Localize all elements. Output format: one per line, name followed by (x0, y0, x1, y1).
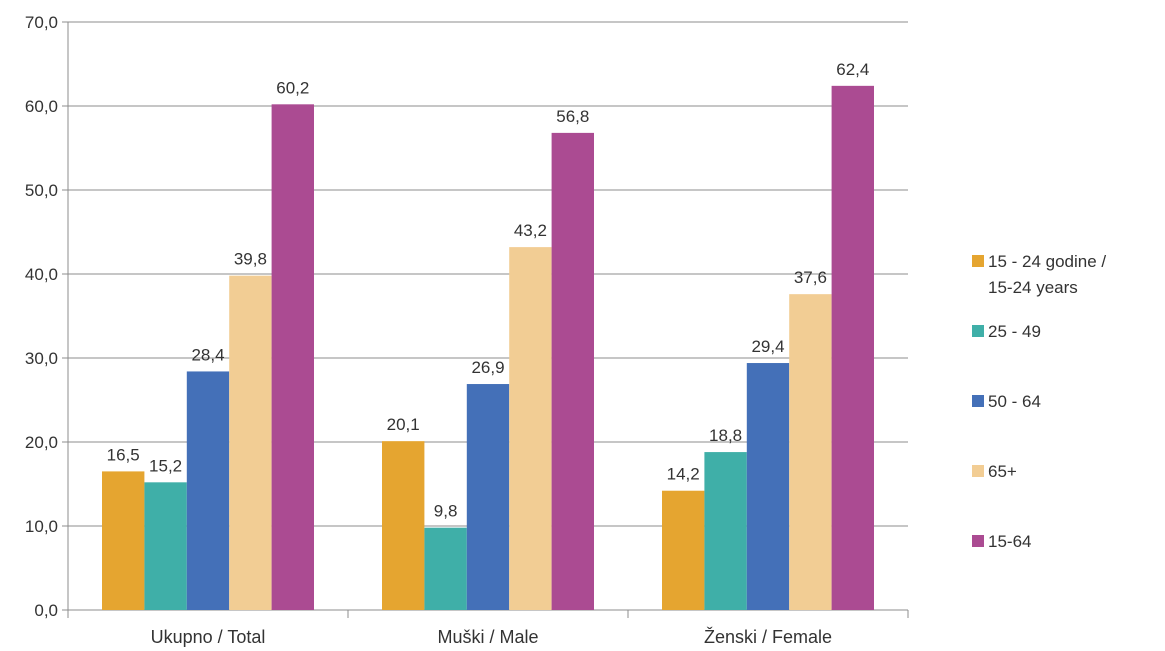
bar (831, 85, 874, 611)
data-label: 28,4 (191, 345, 224, 364)
data-label: 14,2 (667, 465, 700, 484)
y-tick-label: 20,0 (25, 433, 58, 452)
bar (662, 490, 705, 610)
legend-label: 25 - 49 (988, 322, 1041, 341)
y-tick-label: 60,0 (25, 97, 58, 116)
bar (424, 527, 467, 610)
data-labels: 16,5 15,2 28,4 39,8 60,2 20,1 9,8 26,9 43,2 56,8 1… (107, 60, 870, 521)
bars (102, 85, 874, 611)
y-tick-label: 30,0 (25, 349, 58, 368)
data-label: 18,8 (709, 426, 742, 445)
data-label: 56,8 (556, 107, 589, 126)
data-label: 26,9 (471, 358, 504, 377)
legend-swatch (972, 325, 984, 337)
bar (509, 247, 552, 610)
y-tick-label: 40,0 (25, 265, 58, 284)
bar (704, 452, 747, 610)
y-tick-label: 70,0 (25, 13, 58, 32)
bar (466, 384, 510, 610)
data-label: 43,2 (514, 221, 547, 240)
bar (382, 441, 425, 610)
data-label: 37,6 (794, 268, 827, 287)
legend-label: 50 - 64 (988, 392, 1041, 411)
data-label: 15,2 (149, 456, 182, 475)
legend: 15 - 24 godine / 15-24 years 25 - 49 50 - 6… (972, 252, 1106, 551)
bar (144, 482, 187, 610)
bar (102, 471, 145, 610)
data-label: 16,5 (107, 445, 140, 464)
y-tick-label: 10,0 (25, 517, 58, 536)
legend-swatch (972, 535, 984, 547)
x-category-label: Ukupno / Total (151, 627, 266, 647)
bar (186, 371, 230, 610)
bar (551, 132, 594, 610)
data-label: 9,8 (434, 502, 458, 521)
x-category-label: Muški / Male (437, 627, 538, 647)
bar (271, 104, 314, 610)
x-category-label: Ženski / Female (704, 627, 832, 647)
legend-swatch (972, 465, 984, 477)
data-label: 20,1 (387, 415, 420, 434)
data-label: 39,8 (234, 250, 267, 269)
bar (746, 363, 790, 610)
data-label: 60,2 (276, 78, 309, 97)
y-tick-label: 50,0 (25, 181, 58, 200)
legend-swatch (972, 255, 984, 267)
legend-label: 15-64 (988, 532, 1031, 551)
bar (789, 294, 832, 610)
data-label: 62,4 (836, 60, 869, 79)
data-label: 29,4 (751, 337, 784, 356)
legend-label: 65+ (988, 462, 1017, 481)
y-tick-label: 0,0 (34, 601, 58, 620)
legend-swatch (972, 395, 984, 407)
legend-label: 15 - 24 godine / (988, 252, 1106, 271)
legend-label: 15-24 years (988, 278, 1078, 297)
bar (229, 275, 272, 610)
